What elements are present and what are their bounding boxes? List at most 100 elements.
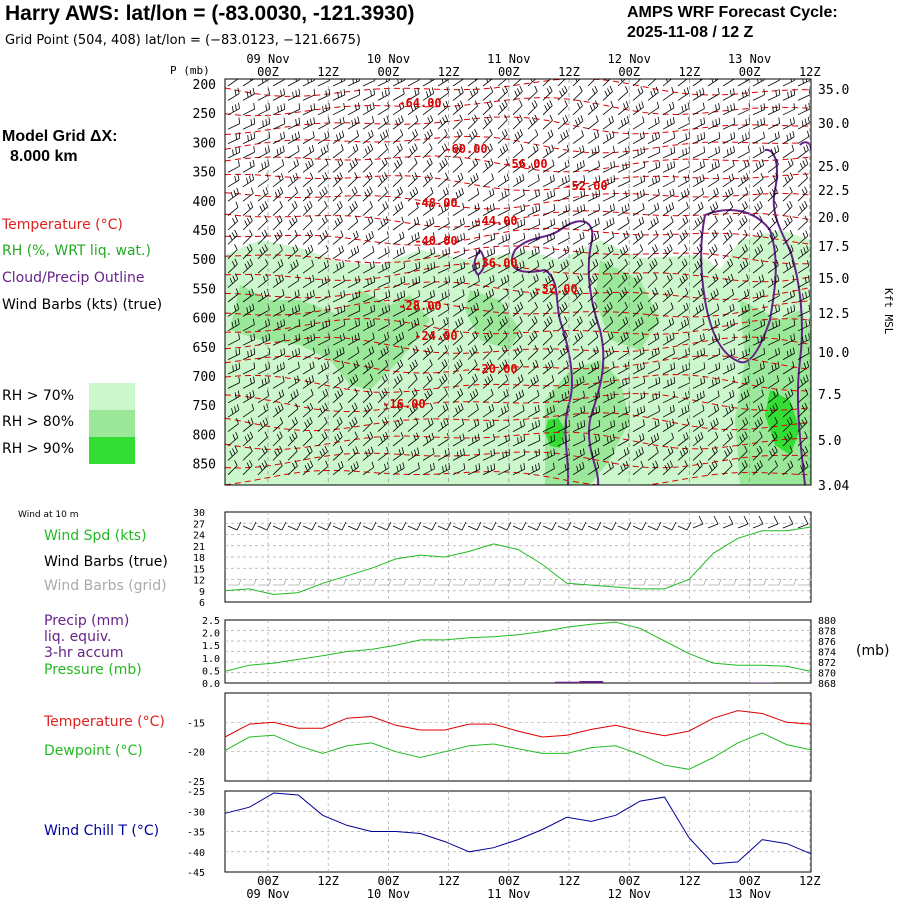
wind-barb [227, 460, 238, 476]
wind-barb [407, 331, 419, 346]
wind-barb [227, 79, 239, 87]
wind-barb [407, 172, 418, 188]
wind-barb [452, 100, 464, 116]
wind-barb [632, 272, 643, 288]
wind-barb [542, 232, 555, 245]
wind-barb [467, 388, 479, 404]
bottom-time-tick: 12Z [558, 874, 580, 888]
wind-barb [782, 131, 795, 144]
wind-barb [452, 359, 463, 375]
pressure-tick: 200 [193, 78, 216, 93]
precip-bars [554, 680, 775, 683]
wind-barb [467, 143, 478, 159]
wind-barb [437, 317, 449, 332]
wind-barb [377, 332, 390, 346]
pressure-tick: 750 [193, 399, 216, 414]
grid-point-label: Grid Point (504, 408) lat/lon = (−83.012… [5, 33, 361, 48]
grid-wind-barb [303, 578, 317, 586]
wind-barb [527, 287, 539, 303]
wind-barb [632, 347, 645, 360]
isotherm-label: -16.00 [382, 397, 425, 411]
wind-barb [347, 245, 360, 260]
wind-barb [302, 79, 315, 87]
wind-barb [587, 391, 600, 404]
wind-barb [332, 144, 344, 159]
surface-wind-barb [332, 521, 347, 531]
surface-wind-barbs [227, 515, 809, 531]
wind-barb [332, 347, 345, 360]
wind-barb [347, 102, 360, 116]
wind-barb [707, 460, 718, 476]
wind-barb [542, 273, 554, 288]
wind-barb [797, 402, 808, 418]
isotherm-line [225, 97, 811, 117]
wind-barb [272, 445, 283, 461]
wind-barb [287, 460, 298, 476]
wind-barb [287, 172, 299, 188]
wind-barb [557, 159, 570, 173]
wind-barb [782, 244, 794, 260]
wind-barb [482, 463, 496, 476]
wind-barb [407, 246, 420, 260]
wind-barb [302, 186, 313, 202]
wind-barb [482, 203, 495, 216]
wind-barb [287, 79, 300, 87]
wind-barb [767, 445, 778, 461]
grid-wind-barb [693, 578, 707, 586]
wind-barb [482, 302, 494, 317]
wind-barb [467, 128, 478, 144]
bottom-time-tick: 12Z [679, 874, 701, 888]
wind-barb [242, 318, 255, 332]
wind-barb [602, 376, 615, 389]
wind-barb [317, 144, 329, 159]
wind-barb [497, 100, 508, 116]
isotherm-line [225, 210, 811, 228]
precip-legend: Precip (mm) [44, 613, 130, 629]
wind-barb [497, 359, 508, 375]
wind-barb [797, 446, 808, 461]
y-tick: 9 [199, 587, 205, 598]
wind-barb [227, 244, 238, 260]
wind-barb [572, 360, 585, 375]
wind-barb [572, 145, 585, 159]
wind-barb [572, 420, 586, 432]
top-time-tick: 12Z [438, 65, 460, 79]
wind-barb [317, 230, 329, 245]
wind-barb [797, 416, 808, 432]
wind-barb [497, 85, 508, 101]
isotherm-line [225, 227, 811, 246]
wind-barb [752, 375, 765, 389]
wind-barb [557, 189, 571, 202]
surface-wind-barb [767, 515, 779, 529]
wind-barb [617, 287, 628, 303]
wind-barb [677, 146, 691, 159]
wind-barb [527, 114, 538, 130]
wind-barb [362, 360, 374, 375]
wind-barb [797, 460, 809, 476]
wind-barb [467, 232, 481, 245]
wind-barb [752, 445, 763, 461]
wind-barb [302, 319, 316, 332]
wind-barb [527, 301, 538, 317]
wind-barb [347, 446, 359, 461]
wind-barb [227, 258, 238, 274]
wind-barb [662, 230, 674, 245]
wind-barb [692, 333, 705, 346]
wind-barb [542, 259, 555, 274]
wind-barb [527, 218, 541, 231]
height-tick: 17.5 [818, 240, 849, 255]
wind-barb [572, 100, 583, 116]
wind-barb [752, 431, 763, 447]
wind-barb [227, 390, 240, 404]
wind-barb [287, 417, 298, 432]
wind-barb [737, 304, 750, 317]
grid-wind-barb [333, 578, 347, 586]
bottom-date-label: 11 Nov [487, 887, 530, 900]
surface-wind-barb [437, 521, 452, 531]
wind-barb [767, 304, 780, 317]
wind-barb [227, 303, 240, 317]
wind-barb [497, 448, 511, 461]
rh-90-swatch [89, 437, 135, 464]
wind-barb [272, 389, 285, 404]
wind-barb [242, 102, 255, 116]
